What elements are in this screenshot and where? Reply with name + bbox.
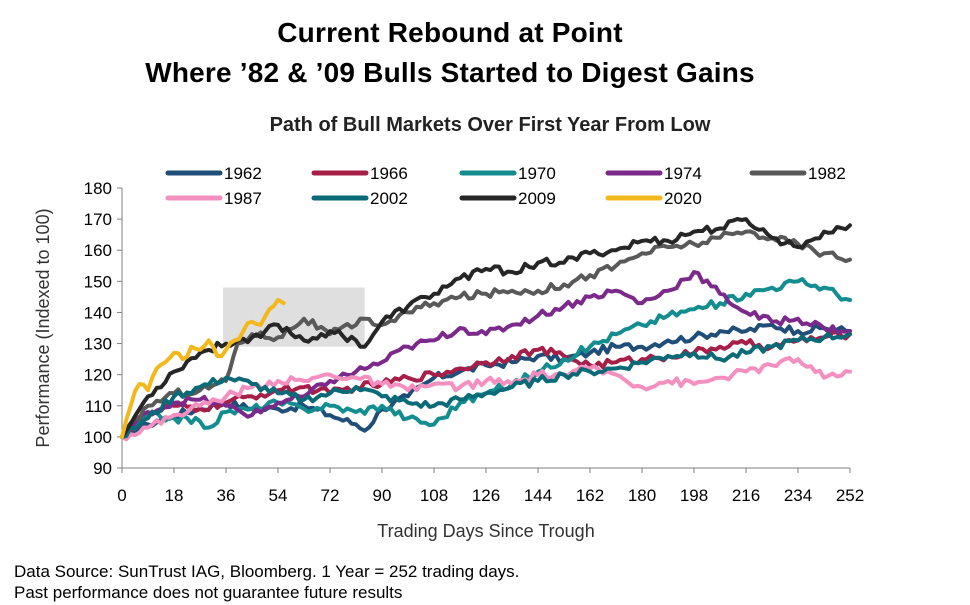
series-line-1962	[120, 322, 852, 439]
y-axis-title: Performance (Indexed to 100)	[33, 208, 53, 447]
y-tick-label: 100	[84, 428, 112, 447]
series-line-1974	[120, 270, 852, 439]
x-axis-title: Trading Days Since Trough	[377, 521, 594, 541]
x-tick-label: 162	[576, 486, 604, 505]
axes-layer: 90 100 110 120 130 140 150 160 170 180 0 18 36 54 72 90…	[33, 179, 864, 541]
y-tick-label: 180	[84, 179, 112, 198]
legend-label-2002: 2002	[370, 189, 408, 208]
x-tick-label: 0	[117, 486, 126, 505]
x-tick-label: 234	[784, 486, 812, 505]
series-lines-layer	[120, 217, 852, 442]
series-line-2020	[120, 298, 286, 439]
legend-label-2020: 2020	[664, 189, 702, 208]
x-tick-label: 216	[732, 486, 760, 505]
series-line-1982	[120, 229, 852, 439]
x-tick-label: 108	[420, 486, 448, 505]
x-tick-label: 198	[680, 486, 708, 505]
series-line-1966	[120, 330, 852, 439]
x-tick-label: 144	[524, 486, 552, 505]
series-line-1987	[120, 355, 852, 442]
legend-label-1962: 1962	[224, 164, 262, 183]
y-tick-label: 120	[84, 366, 112, 385]
x-tick-label: 36	[217, 486, 236, 505]
series-line-2009	[120, 217, 852, 439]
y-tick-label: 150	[84, 272, 112, 291]
legend-label-1970: 1970	[518, 164, 556, 183]
y-tick-label: 110	[85, 397, 112, 416]
legend-label-1966: 1966	[370, 164, 408, 183]
y-tick-label: 130	[84, 335, 112, 354]
x-tick-label: 126	[472, 486, 500, 505]
y-tick-label: 140	[84, 303, 112, 322]
y-tick-label: 160	[84, 241, 112, 260]
data-source-note: Data Source: SunTrust IAG, Bloomberg. 1 …	[14, 562, 520, 581]
series-line-2002	[120, 331, 852, 439]
line-chart: 90 100 110 120 130 140 150 160 170 180 0 18 36 54 72 90…	[33, 164, 864, 541]
legend-label-2009: 2009	[518, 189, 556, 208]
chart-title-line-2: Where ’82 & ’09 Bulls Started to Digest …	[145, 57, 755, 88]
chart-subtitle: Path of Bull Markets Over First Year Fro…	[269, 114, 711, 136]
disclaimer-note: Past performance does not guarantee futu…	[14, 583, 403, 602]
y-tick-label: 90	[93, 459, 112, 478]
chart-title-line-1: Current Rebound at Point	[277, 17, 623, 48]
x-tick-label: 72	[321, 486, 340, 505]
legend-label-1987: 1987	[224, 189, 262, 208]
x-tick-label: 54	[269, 486, 288, 505]
x-tick-label: 180	[628, 486, 656, 505]
y-tick-label: 170	[84, 210, 112, 229]
legend-label-1982: 1982	[808, 164, 846, 183]
legend-label-1974: 1974	[664, 164, 702, 183]
x-tick-label: 18	[165, 486, 184, 505]
x-tick-label: 90	[373, 486, 392, 505]
x-tick-label: 252	[836, 486, 864, 505]
legend-layer: 1962 1966 1970 1974 1982 1987 2002 2009 2020	[165, 164, 846, 208]
